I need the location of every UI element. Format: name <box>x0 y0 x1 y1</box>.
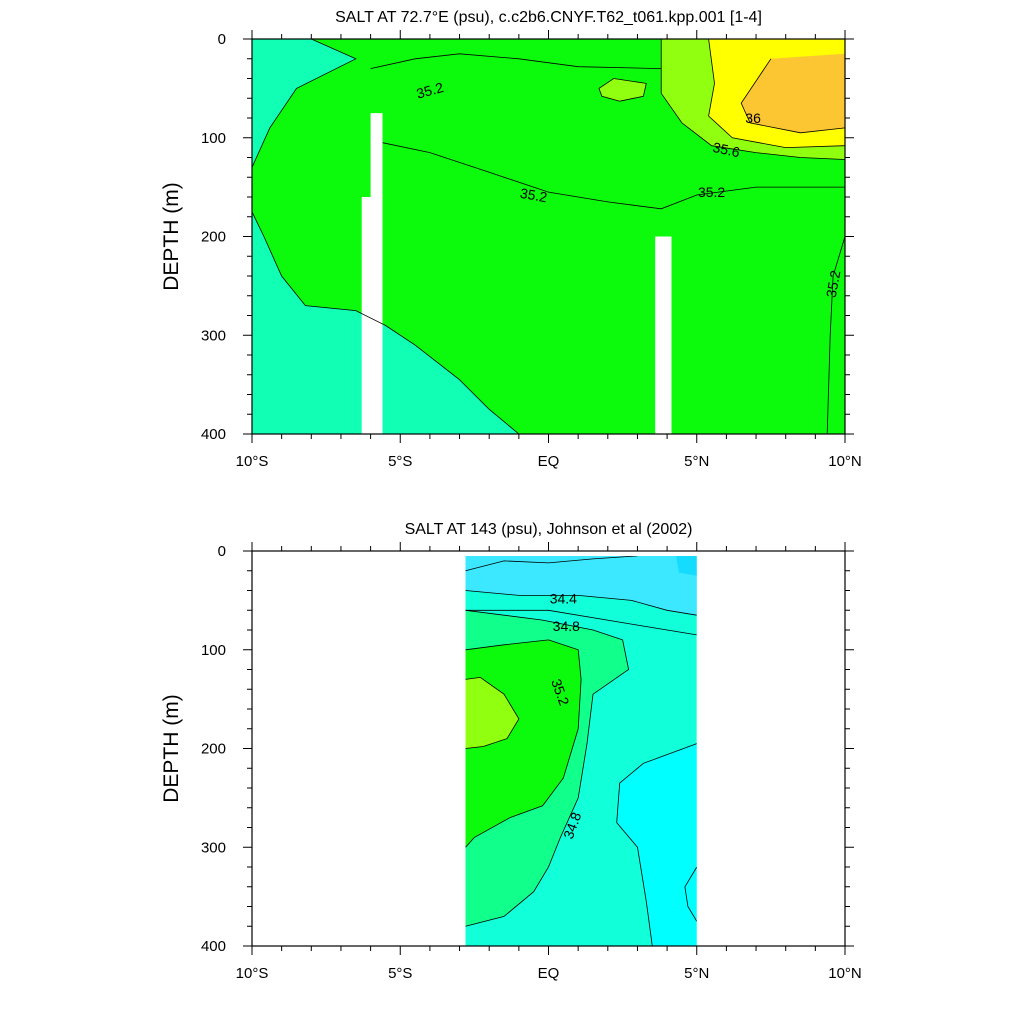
chart-title: SALT AT 72.7°E (psu), c.c2b6.CNYF.T62_t0… <box>335 9 762 26</box>
contour-line <box>660 39 845 160</box>
contour-line <box>382 142 845 210</box>
contour-line <box>252 39 357 168</box>
contour-line <box>616 743 697 823</box>
contour-label: 35.6 <box>711 139 741 160</box>
x-tick-label: 5°S <box>388 965 412 982</box>
x-tick-label: 5°N <box>684 453 709 470</box>
contour-line <box>465 609 630 927</box>
plot-area <box>465 555 697 946</box>
contour-label: 35.2 <box>519 185 549 206</box>
x-tick-label: EQ <box>538 453 560 470</box>
contour-line <box>708 39 845 149</box>
contour-fill-region <box>616 743 697 946</box>
y-tick-label: 0 <box>218 543 226 560</box>
contour-label: 34.8 <box>553 618 580 634</box>
contour-line <box>465 676 520 749</box>
plot-area <box>252 39 845 434</box>
contour-chart-2: 34.434.835.234.810°S 5°S EQ 5°N 10°N01002003… <box>160 521 862 982</box>
y-tick-label: 0 <box>218 31 226 48</box>
contour-line <box>598 78 647 102</box>
y-tick-label: 300 <box>201 327 226 344</box>
contour-fill-region <box>465 555 697 616</box>
contour-chart-1: 35.2 35.2 35.2 35.636 35.2 10°S 5°S EQ 5°N 10°N 0 1… <box>160 9 862 470</box>
y-tick-label: 200 <box>201 741 226 758</box>
contour-label: 35.2 <box>415 79 446 102</box>
contour-line <box>826 236 845 434</box>
contour-line <box>465 555 638 572</box>
y-tick-label: 400 <box>201 938 226 955</box>
y-tick-label: 400 <box>201 426 226 443</box>
contour-fill-region <box>741 53 845 133</box>
y-axis-label: DEPTH (m) <box>160 182 183 291</box>
chart-title: SALT AT 143 (psu), Johnson et al (2002) <box>405 521 693 538</box>
contour-label: 36 <box>745 110 761 126</box>
contour-fill-region <box>655 236 672 434</box>
y-tick-label: 200 <box>201 229 226 246</box>
x-tick-label: 5°N <box>684 965 709 982</box>
contour-label: 35.2 <box>698 184 725 200</box>
contour-fill-region <box>676 555 697 576</box>
contour-line <box>465 639 582 848</box>
x-tick-label: 10°N <box>828 965 862 982</box>
y-tick-label: 300 <box>201 839 226 856</box>
contour-line <box>465 609 697 636</box>
contour-label: 34.4 <box>550 590 577 606</box>
x-tick-label: 5°S <box>388 453 412 470</box>
contour-fill-region <box>598 78 647 102</box>
y-tick-label: 100 <box>201 642 226 659</box>
contour-line <box>740 58 845 134</box>
contour-line <box>616 822 653 946</box>
y-tick-label: 100 <box>201 130 226 147</box>
y-axis-label: DEPTH (m) <box>160 694 183 803</box>
contour-fill-region <box>370 113 383 434</box>
contour-line <box>252 211 520 434</box>
x-tick-label: 10°S <box>236 453 269 470</box>
x-tick-label: 10°N <box>828 453 862 470</box>
contour-line <box>370 53 662 69</box>
contour-fill-region <box>465 677 519 749</box>
contour-line <box>684 866 697 922</box>
contour-label: 35.2 <box>823 269 844 299</box>
x-tick-label: 10°S <box>236 965 269 982</box>
x-tick-label: EQ <box>538 965 560 982</box>
contour-line <box>465 590 697 616</box>
